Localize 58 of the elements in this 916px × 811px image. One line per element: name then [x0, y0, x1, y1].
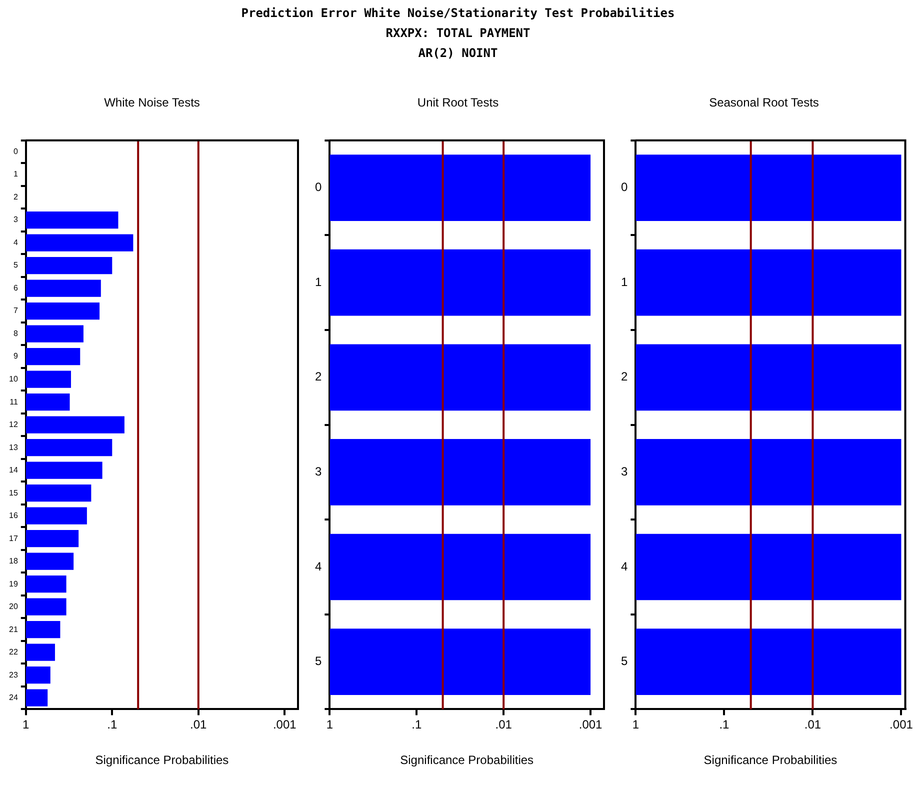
x-axis-title: Significance Probabilities [95, 753, 229, 768]
y-tick-label: 7 [13, 306, 18, 316]
y-tick-label: 6 [13, 283, 18, 292]
y-tick-label: 16 [8, 511, 18, 520]
y-tick-label: 8 [13, 328, 18, 338]
y-tick-label: 0 [314, 180, 322, 194]
y-tick-label: 5 [620, 654, 628, 668]
y-tick-label: 13 [8, 442, 18, 452]
chart-title: Seasonal Root Tests [709, 96, 819, 110]
y-tick-label: 24 [8, 693, 18, 702]
text: AR(2) NOINT [417, 46, 499, 60]
chart-title: White Noise Tests [104, 96, 200, 110]
x-tick-label: .001 [890, 718, 914, 732]
y-tick-label: 10 [8, 374, 18, 384]
y-tick-label: 14 [8, 466, 18, 475]
y-tick-label: 12 [8, 420, 18, 430]
x-tick-label: 1 [22, 718, 30, 732]
y-tick-label: 18 [8, 556, 18, 566]
x-tick-label: .01 [804, 718, 822, 732]
x-tick-label: .001 [272, 718, 297, 732]
y-tick-label: 19 [8, 579, 18, 588]
y-tick-label: 0 [620, 180, 628, 194]
y-tick-label: 5 [13, 260, 18, 270]
y-tick-label: 5 [314, 654, 322, 668]
x-tick-label: 1 [326, 718, 334, 732]
y-tick-label: 3 [314, 464, 322, 479]
text: Prediction Error White Noise/Stationarity Test Probabilities [240, 6, 676, 20]
y-tick-label: 17 [8, 534, 18, 543]
chart-title: Unit Root Tests [417, 96, 499, 110]
y-tick-label: 23 [8, 670, 18, 680]
y-tick-label: 21 [8, 624, 18, 634]
x-tick-label: .01 [495, 718, 512, 732]
y-tick-label: 4 [13, 238, 18, 247]
y-tick-label: 2 [314, 370, 322, 384]
x-tick-label: .001 [578, 718, 603, 732]
y-tick-label: 3 [13, 215, 18, 224]
y-tick-label: 1 [13, 170, 18, 179]
y-tick-label: 15 [8, 488, 18, 498]
y-tick-label: 2 [13, 192, 18, 202]
y-tick-label: 1 [314, 274, 322, 289]
y-tick-label: 11 [10, 397, 18, 406]
text: RXXPX: TOTAL PAYMENT [384, 26, 532, 40]
y-tick-label: 22 [8, 648, 18, 657]
x-tick-label: .1 [107, 718, 118, 732]
y-tick-label: 4 [620, 559, 628, 574]
y-tick-label: 3 [620, 464, 628, 479]
x-tick-label: 1 [632, 718, 640, 732]
x-tick-label: .1 [719, 718, 730, 732]
y-tick-label: 1 [620, 274, 628, 289]
y-tick-label: 20 [8, 602, 18, 612]
x-axis-title: Significance Probabilities [704, 753, 838, 768]
x-axis-title: Significance Probabilities [400, 753, 534, 768]
x-tick-label: .01 [190, 718, 208, 732]
y-tick-label: 2 [620, 370, 628, 384]
y-tick-label: 4 [314, 559, 322, 574]
y-tick-label: 0 [13, 146, 18, 156]
x-tick-label: .1 [412, 718, 422, 732]
y-tick-label: 9 [13, 352, 18, 361]
